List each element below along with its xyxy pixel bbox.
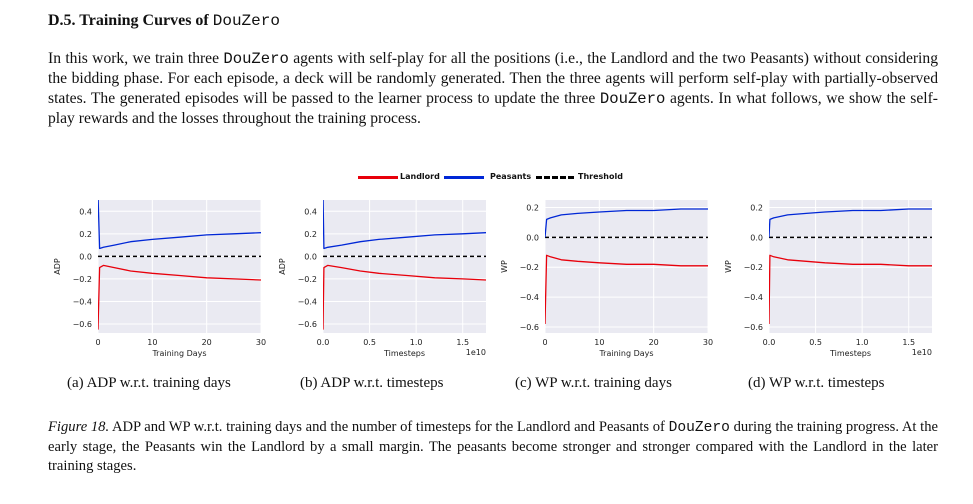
x-tick-label: 20 bbox=[649, 338, 659, 347]
y-tick-label: −0.4 bbox=[520, 293, 539, 302]
y-axis-label: ADP bbox=[53, 258, 62, 275]
y-tick-label: 0.4 bbox=[79, 207, 92, 216]
plot-area bbox=[769, 200, 932, 333]
y-tick-label: 0.0 bbox=[750, 233, 763, 242]
intro-paragraph: In this work, we train three DouZero age… bbox=[48, 49, 938, 129]
series-line-peasants bbox=[323, 200, 486, 250]
section-heading-text: D.5. Training Curves of bbox=[48, 12, 213, 29]
section-heading: D.5. Training Curves of DouZero bbox=[48, 12, 280, 30]
figure-caption: Figure 18. ADP and WP w.r.t. training da… bbox=[48, 418, 938, 476]
figure-caption-text-1: ADP and WP w.r.t. training days and the … bbox=[109, 419, 669, 435]
x-tick-label: 0 bbox=[542, 338, 547, 347]
legend-swatch-landlord bbox=[358, 176, 398, 179]
legend-label-threshold: Threshold bbox=[578, 172, 623, 181]
y-tick-label: −0.6 bbox=[298, 320, 317, 329]
para-text-3: agents. In what follows, we show the sel… bbox=[48, 90, 938, 127]
y-tick-label: −0.4 bbox=[73, 297, 92, 306]
y-tick-label: 0.2 bbox=[526, 203, 539, 212]
x-axis-label: Training Days bbox=[151, 349, 206, 358]
x-tick-label: 0.0 bbox=[763, 338, 776, 347]
y-tick-label: −0.4 bbox=[298, 297, 317, 306]
y-tick-label: −0.6 bbox=[744, 323, 763, 332]
y-tick-label: −0.6 bbox=[520, 323, 539, 332]
x-tick-label: 0.0 bbox=[317, 338, 330, 347]
plot-area bbox=[545, 200, 708, 333]
legend-label-peasants: Peasants bbox=[490, 172, 532, 181]
x-axis-label: Training Days bbox=[598, 349, 653, 358]
x-axis-label: Timesteps bbox=[383, 349, 425, 358]
y-axis-label: WP bbox=[724, 260, 733, 273]
y-tick-label: −0.2 bbox=[298, 275, 317, 284]
chart-wp-timesteps: 0.2 0.0 −0.2 −0.4 −0.6 0.0 0.5 1.0 1.5 1e10 Timest… bbox=[719, 190, 944, 370]
y-axis-label: WP bbox=[500, 260, 509, 273]
y-tick-label: −0.2 bbox=[73, 275, 92, 284]
y-tick-label: 0.0 bbox=[526, 233, 539, 242]
x-tick-label: 0.5 bbox=[363, 338, 376, 347]
x-tick-label: 1.0 bbox=[410, 338, 423, 347]
chart-wp-days: 0.2 0.0 −0.2 −0.4 −0.6 0 10 20 30 Training Days WP bbox=[495, 190, 720, 370]
figure-caption-label: Figure 18. bbox=[48, 419, 110, 435]
series-line-landlord bbox=[769, 254, 932, 325]
x-tick-label: 30 bbox=[703, 338, 713, 347]
chart-svg: 0.40.20.0−0.2−0.4−0.60.0 0.5 1.0 1.51e10Tim… bbox=[278, 200, 486, 358]
plot-area bbox=[323, 200, 486, 333]
subcaption-d: (d) WP w.r.t. timesteps bbox=[748, 375, 885, 391]
y-tick-label: 0.2 bbox=[79, 230, 92, 239]
legend-swatch-threshold bbox=[536, 176, 574, 179]
series-line-landlord bbox=[545, 254, 708, 325]
series-line-peasants bbox=[98, 200, 261, 250]
y-tick-label: −0.6 bbox=[73, 320, 92, 329]
x-tick-label: 0.5 bbox=[809, 338, 822, 347]
chart-svg: 0.4 0.2 0.0 −0.2 −0.4 −0.60 10 20 30 Training Day… bbox=[53, 200, 266, 358]
y-tick-label: 0.4 bbox=[304, 207, 317, 216]
x-tick-label: 10 bbox=[147, 338, 157, 347]
chart-svg: 0.20.0−0.2−0.4−0.60.0 0.5 1.0 1.51e10Timest… bbox=[724, 200, 932, 358]
figure-caption-text-2: during the training progress. At the ear… bbox=[48, 419, 938, 474]
plot-area bbox=[98, 200, 261, 333]
figure-caption-code: DouZero bbox=[668, 420, 730, 436]
chart-legend: Landlord Peasants Threshold bbox=[358, 170, 628, 186]
x-offset-label: 1e10 bbox=[912, 348, 932, 357]
legend-label-landlord: Landlord bbox=[400, 172, 440, 181]
para-code-2: DouZero bbox=[599, 90, 666, 108]
chart-adp-timesteps: 0.4 0.2 0.0 −0.2 −0.4 −0.6 0.0 0.5 1.0 1.5 1e10 Tim… bbox=[273, 190, 498, 370]
y-tick-label: −0.2 bbox=[520, 263, 539, 272]
subcaption-b: (b) ADP w.r.t. timesteps bbox=[300, 375, 444, 391]
x-tick-label: 30 bbox=[256, 338, 266, 347]
y-tick-label: 0.0 bbox=[79, 252, 92, 261]
series-line-landlord bbox=[98, 264, 261, 330]
subcaption-a: (a) ADP w.r.t. training days bbox=[67, 375, 231, 391]
para-text-1: In this work, we train three bbox=[48, 50, 224, 67]
section-heading-code: DouZero bbox=[212, 12, 280, 30]
x-tick-label: 1.5 bbox=[456, 338, 469, 347]
x-offset-label: 1e10 bbox=[466, 348, 486, 357]
x-tick-label: 20 bbox=[202, 338, 212, 347]
x-tick-label: 1.0 bbox=[856, 338, 869, 347]
y-tick-label: −0.2 bbox=[744, 263, 763, 272]
x-axis-label: Timesteps bbox=[829, 349, 871, 358]
series-line-landlord bbox=[323, 264, 486, 330]
x-tick-label: 0 bbox=[95, 338, 100, 347]
y-axis-label: ADP bbox=[278, 258, 287, 275]
y-tick-label: 0.2 bbox=[304, 230, 317, 239]
chart-svg: 0.2 0.0 −0.2 −0.4 −0.60 10 20 30 Training Days WP bbox=[500, 200, 713, 358]
chart-adp-days: 0.4 0.2 0.0 −0.2 −0.4 −0.6 0 10 20 30 Training Day… bbox=[48, 190, 273, 370]
series-line-peasants bbox=[545, 208, 708, 238]
x-tick-label: 10 bbox=[594, 338, 604, 347]
y-tick-label: 0.0 bbox=[304, 252, 317, 261]
subcaption-c: (c) WP w.r.t. training days bbox=[515, 375, 672, 391]
legend-swatch-peasants bbox=[444, 176, 484, 179]
y-tick-label: −0.4 bbox=[744, 293, 763, 302]
series-line-peasants bbox=[769, 208, 932, 238]
para-code-1: DouZero bbox=[223, 50, 289, 68]
x-tick-label: 1.5 bbox=[902, 338, 915, 347]
para-text-2: agents with self-play for all the positi… bbox=[48, 50, 938, 107]
y-tick-label: 0.2 bbox=[750, 203, 763, 212]
